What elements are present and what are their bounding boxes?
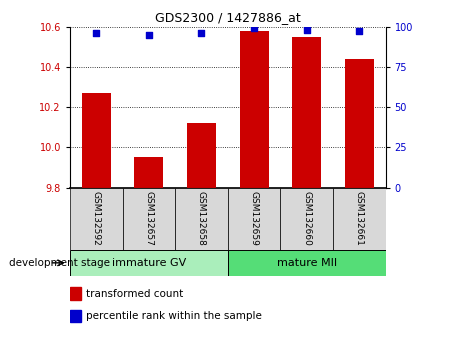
Bar [345, 59, 374, 188]
Bar [175, 188, 228, 250]
Bar [70, 310, 81, 322]
Text: GSM132657: GSM132657 [144, 191, 153, 246]
Bar [70, 188, 123, 250]
Bar [134, 158, 163, 188]
Bar [228, 188, 281, 250]
Point [145, 32, 152, 38]
Text: immature GV: immature GV [112, 258, 186, 268]
Point [303, 27, 310, 33]
Point [92, 30, 100, 36]
Bar [292, 36, 321, 188]
Bar [70, 287, 81, 300]
Point [198, 30, 205, 36]
Text: GSM132660: GSM132660 [302, 191, 311, 246]
Text: transformed count: transformed count [86, 289, 183, 299]
Bar [187, 123, 216, 188]
Text: GSM132592: GSM132592 [92, 191, 101, 246]
Bar [333, 188, 386, 250]
Bar [82, 93, 110, 188]
Text: mature MII: mature MII [276, 258, 337, 268]
Title: GDS2300 / 1427886_at: GDS2300 / 1427886_at [155, 11, 301, 24]
Point [356, 29, 363, 34]
Text: GSM132658: GSM132658 [197, 191, 206, 246]
Bar [123, 188, 175, 250]
Bar [239, 30, 268, 188]
Text: GSM132661: GSM132661 [355, 191, 364, 246]
Text: GSM132659: GSM132659 [249, 191, 258, 246]
Text: percentile rank within the sample: percentile rank within the sample [86, 311, 262, 321]
Point [250, 25, 258, 31]
Bar [70, 250, 228, 276]
Text: development stage: development stage [9, 258, 110, 268]
Bar [228, 250, 386, 276]
Bar [281, 188, 333, 250]
